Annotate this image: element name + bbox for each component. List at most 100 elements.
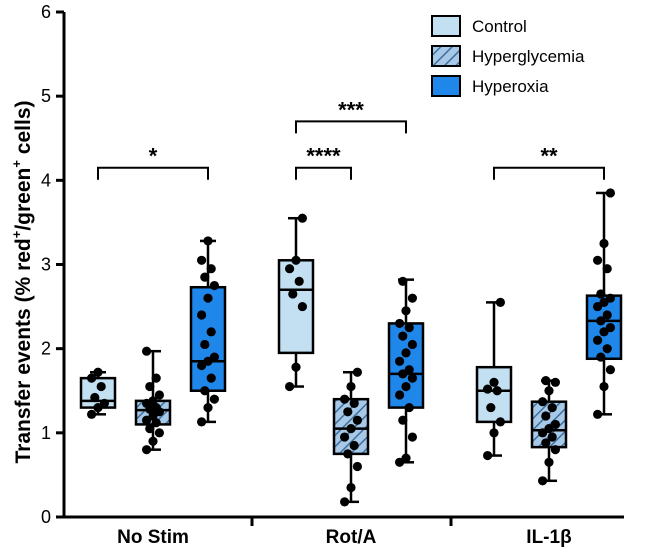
data-point [142, 445, 152, 455]
data-point [404, 402, 414, 413]
data-point [398, 331, 408, 341]
data-point [605, 293, 616, 303]
data-point [90, 392, 100, 403]
significance-bracket: *** [295, 97, 407, 134]
data-point [404, 323, 414, 333]
data-point [599, 381, 609, 392]
data-point [285, 264, 295, 274]
data-point [550, 377, 561, 387]
bracket-line [295, 166, 352, 180]
y-tick-label: 3 [41, 255, 51, 275]
data-point [346, 424, 356, 434]
data-point [352, 367, 362, 377]
data-point [200, 386, 210, 396]
significance-label: ** [540, 144, 558, 169]
legend-label-control: Control [472, 17, 527, 36]
data-point [200, 272, 210, 282]
significance-bracket: * [97, 144, 209, 180]
data-point [483, 450, 493, 461]
data-point [547, 402, 557, 413]
legend-swatch-control [431, 15, 461, 37]
data-point [593, 255, 603, 265]
data-point [209, 352, 219, 362]
data-point [395, 390, 405, 400]
data-point [596, 352, 606, 362]
box-control-0 [79, 367, 117, 419]
box-control-1 [277, 213, 315, 392]
data-point [352, 461, 362, 472]
data-point [200, 339, 210, 350]
y-tick-label: 2 [41, 339, 51, 359]
box-hyperoxia-1 [387, 276, 425, 467]
data-point [340, 497, 350, 507]
data-point [148, 396, 158, 406]
data-point [492, 386, 502, 396]
data-point [297, 213, 307, 223]
data-point [352, 415, 362, 425]
data-point [197, 417, 207, 427]
data-point [483, 384, 493, 394]
box-hyperglycemia-1 [332, 367, 370, 507]
data-point [288, 289, 298, 299]
data-point [291, 255, 301, 265]
data-point [340, 432, 350, 442]
data-point [550, 445, 561, 455]
data-point [541, 438, 551, 448]
data-point [544, 386, 554, 396]
data-point [197, 310, 207, 320]
significance-bracket: ** [493, 144, 605, 180]
data-point [398, 415, 408, 425]
data-point [349, 398, 359, 408]
data-point [145, 381, 155, 392]
data-point [206, 264, 216, 274]
data-point [599, 238, 609, 249]
data-point [544, 457, 554, 467]
bracket-line [295, 120, 407, 134]
data-point [203, 293, 213, 303]
bracket-line [97, 166, 209, 180]
y-tick-label: 6 [41, 2, 51, 22]
data-point [343, 449, 353, 459]
data-point [294, 276, 304, 286]
box-hyperglycemia-0 [134, 346, 172, 455]
data-point [203, 236, 213, 246]
data-point [541, 411, 551, 421]
data-point [401, 348, 411, 358]
legend-swatch-hyperglycemia [431, 45, 461, 67]
data-point [602, 264, 612, 274]
significance-label: *** [338, 97, 364, 122]
data-point [154, 428, 164, 438]
x-group-label: Rot/A [326, 527, 377, 548]
y-tick-label: 0 [41, 507, 51, 527]
y-tick-label: 1 [41, 423, 51, 443]
data-point [209, 280, 219, 291]
data-point [486, 402, 496, 413]
data-point [148, 436, 158, 446]
data-point [404, 365, 414, 375]
bracket-line [493, 166, 605, 180]
data-point [541, 376, 551, 386]
data-point [407, 373, 417, 383]
box [475, 365, 513, 424]
data-point [96, 381, 106, 392]
data-point [407, 432, 417, 442]
data-point [605, 188, 616, 198]
data-point [538, 476, 548, 486]
data-point [495, 297, 505, 307]
box-hyperoxia-2 [585, 188, 623, 419]
data-point [87, 409, 97, 419]
x-group-label: IL-1β [526, 527, 571, 548]
data-point [340, 394, 350, 404]
data-point [93, 367, 103, 377]
data-point [605, 323, 616, 333]
data-point [596, 316, 606, 326]
legend-label-hyperoxia: Hyperoxia [472, 77, 549, 96]
data-point [550, 419, 561, 430]
data-point [538, 397, 548, 407]
significance-bracket: **** [295, 144, 352, 180]
data-point [209, 394, 219, 404]
data-point [291, 362, 301, 372]
data-point [489, 428, 499, 438]
significance-label: **** [306, 144, 341, 169]
